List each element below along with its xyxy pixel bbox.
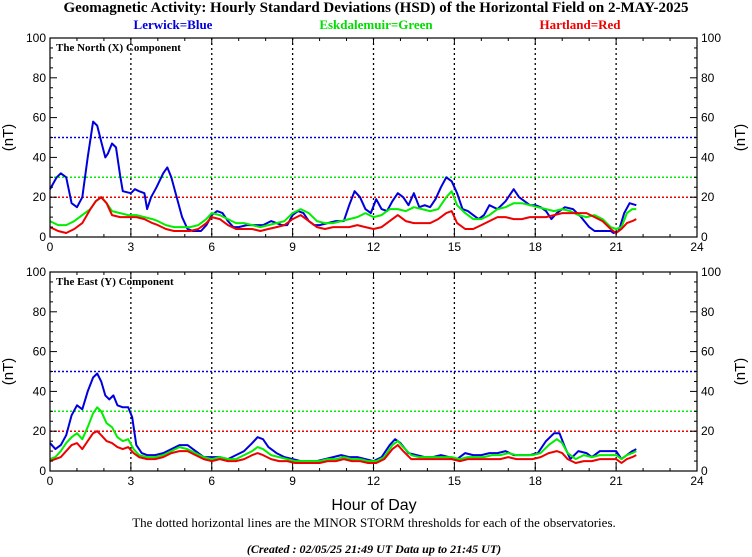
series-line-hartland xyxy=(49,430,637,464)
y-tick-label-right: 40 xyxy=(701,384,715,398)
x-tick-label: 0 xyxy=(47,240,54,254)
y-tick-label-right: 100 xyxy=(701,31,721,45)
y-tick-label-right: 40 xyxy=(701,150,715,164)
x-tick-label: 9 xyxy=(289,474,296,488)
x-tick-label: 21 xyxy=(609,240,623,254)
x-tick-label: 9 xyxy=(289,240,296,254)
y-tick-label-left: 0 xyxy=(39,464,46,478)
x-tick-label: 12 xyxy=(367,240,381,254)
x-tick-label: 12 xyxy=(367,474,381,488)
y-tick-label-right: 60 xyxy=(701,111,715,125)
y-tick-label-right: 20 xyxy=(701,190,715,204)
y-tick-label-left: 0 xyxy=(39,230,46,244)
x-tick-label: 6 xyxy=(208,474,215,488)
x-tick-label: 0 xyxy=(47,474,54,488)
legend-hartland: Hartland=Red xyxy=(539,17,621,32)
x-tick-label: 3 xyxy=(128,474,135,488)
y-tick-label-right: 60 xyxy=(701,345,715,359)
chart-title: Geomagnetic Activity: Hourly Standard De… xyxy=(63,0,688,16)
y-tick-label-left: 40 xyxy=(33,150,47,164)
x-tick-label: 24 xyxy=(690,474,704,488)
y-tick-label-left: 100 xyxy=(26,31,46,45)
y-tick-label-right: 20 xyxy=(701,424,715,438)
y-tick-label-right: 100 xyxy=(701,265,721,279)
legend-eskdalemuir: Eskdalemuir=Green xyxy=(319,17,433,32)
y-tick-label-right: 0 xyxy=(701,230,708,244)
y-axis-label-right: (nT) xyxy=(732,358,749,386)
y-tick-label-right: 80 xyxy=(701,71,715,85)
y-tick-label-left: 20 xyxy=(33,190,47,204)
x-tick-label: 15 xyxy=(448,474,462,488)
y-tick-label-right: 0 xyxy=(701,464,708,478)
panel-title: The North (X) Component xyxy=(56,42,181,54)
series-line-eskdalemuir xyxy=(49,406,637,463)
x-tick-label: 6 xyxy=(208,240,215,254)
x-tick-label: 18 xyxy=(529,240,543,254)
series-line-lerwick xyxy=(49,372,637,463)
x-tick-label: 24 xyxy=(690,240,704,254)
panel-title: The East (Y) Component xyxy=(56,276,174,288)
y-tick-label-left: 60 xyxy=(33,345,47,359)
x-tick-label: 21 xyxy=(609,474,623,488)
x-tick-label: 18 xyxy=(529,474,543,488)
x-tick-label: 3 xyxy=(128,240,135,254)
footnote: The dotted horizontal lines are the MINO… xyxy=(132,515,616,530)
series-line-hartland xyxy=(49,196,637,234)
y-tick-label-left: 80 xyxy=(33,305,47,319)
series-line-eskdalemuir xyxy=(49,190,637,230)
y-tick-label-left: 40 xyxy=(33,384,47,398)
x-axis-label: Hour of Day xyxy=(331,497,416,514)
y-tick-label-left: 60 xyxy=(33,111,47,125)
y-tick-label-left: 100 xyxy=(26,265,46,279)
x-tick-label: 15 xyxy=(448,240,462,254)
y-tick-label-left: 80 xyxy=(33,71,47,85)
legend-lerwick: Lerwick=Blue xyxy=(134,17,213,32)
y-tick-label-right: 80 xyxy=(701,305,715,319)
y-axis-label-right: (nT) xyxy=(732,124,749,152)
created-timestamp: (Created : 02/05/25 21:49 UT Data up to … xyxy=(247,542,501,556)
y-tick-label-left: 20 xyxy=(33,424,47,438)
y-axis-label-left: (nT) xyxy=(0,124,17,152)
y-axis-label-left: (nT) xyxy=(0,358,17,386)
